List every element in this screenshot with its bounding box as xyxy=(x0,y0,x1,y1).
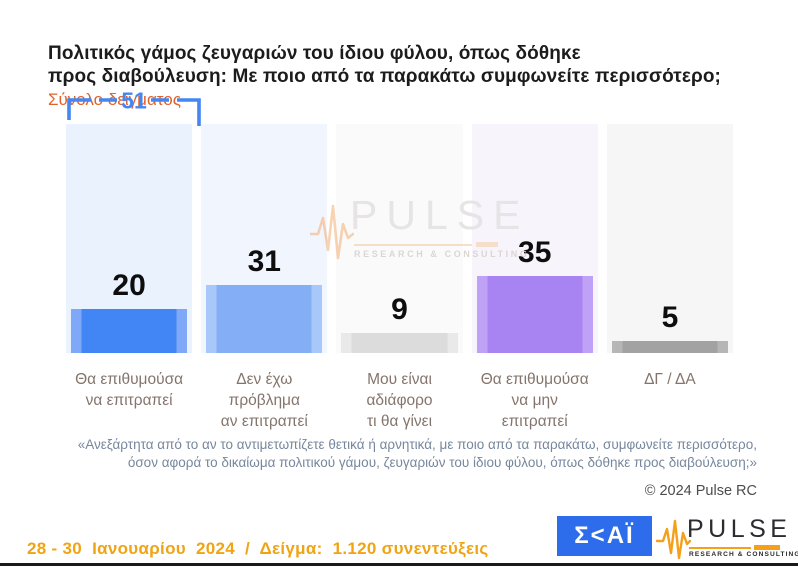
copyright: © 2024 Pulse RC xyxy=(644,483,757,499)
bar xyxy=(611,341,729,353)
bar-value-label: 9 xyxy=(391,293,408,326)
column-panel: 5 xyxy=(606,124,734,353)
bar-column: 9 Μου είναι αδιάφορο τι θα γίνει xyxy=(336,124,463,430)
footnote: «Ανεξάρτητα από το αν το αντιμετωπίζετε … xyxy=(78,436,757,472)
column-panel: 31 xyxy=(201,124,328,353)
chart-title-line2: προς διαβούλευση: Με ποιο από τα παρακάτ… xyxy=(48,66,721,87)
bar-chart: 20 Θα επιθυμούσα να επιτραπεί 31 Δεν έχω πρόβ… xyxy=(66,124,734,430)
bar-column: 5 ΔΓ / ΔΑ xyxy=(606,124,734,388)
category-label: Θα επιθυμούσα να μην επιτραπεί xyxy=(480,371,589,430)
category-label: Θα επιθυμούσα να επιτραπεί xyxy=(75,371,184,409)
pulse-logo-text: PULSE xyxy=(687,515,792,543)
bar-value-label: 31 xyxy=(247,245,281,278)
pulse-logo: PULSE RESEARCH & CONSULTING xyxy=(655,511,798,560)
bar xyxy=(476,276,593,353)
column-panel: 9 xyxy=(336,124,463,353)
footnote-line1: «Ανεξάρτητα από το αν το αντιμετωπίζετε … xyxy=(77,437,757,452)
category-label: ΔΓ / ΔΑ xyxy=(644,371,696,388)
bar xyxy=(341,333,458,353)
chart-subtitle: Σύνολο δείγματος xyxy=(48,90,181,109)
pulse-logo-rule xyxy=(689,547,751,549)
bar-column: 35 Θα επιθυμούσα να μην επιτραπεί xyxy=(471,124,598,430)
bar-column: 31 Δεν έχω πρόβλημα αν επιτραπεί xyxy=(201,124,328,430)
column-panel: 35 xyxy=(471,124,598,353)
chart-title: Πολιτικός γάμος ζευγαριών του ίδιου φύλο… xyxy=(48,42,721,88)
bar-column: 20 Θα επιθυμούσα να επιτραπεί xyxy=(66,124,193,409)
bar xyxy=(71,309,188,353)
bar xyxy=(206,285,323,353)
bar-value-label: 20 xyxy=(112,269,146,302)
column-panel: 20 xyxy=(66,124,193,353)
category-label: Μου είναι αδιάφορο τι θα γίνει xyxy=(366,371,433,430)
skai-logo: Σ<ΑΪ xyxy=(557,516,652,556)
footnote-line2: όσον αφορά το δικαίωμα πολιτικού γάμου, … xyxy=(127,455,757,470)
chart-title-line1: Πολιτικός γάμος ζευγαριών του ίδιου φύλο… xyxy=(48,43,581,64)
bar-value-label: 35 xyxy=(518,236,552,269)
bottom-rule xyxy=(0,563,798,566)
bar-value-label: 5 xyxy=(661,301,679,334)
pulse-logo-accent xyxy=(754,545,780,550)
pulse-waveform-icon xyxy=(655,519,691,560)
skai-logo-text: Σ<ΑΪ xyxy=(574,522,635,549)
survey-date-sample: 28 - 30 Ιανουαρίου 2024 / Δείγμα: 1.120 … xyxy=(27,539,489,558)
pulse-logo-subtext: RESEARCH & CONSULTING xyxy=(689,551,798,558)
category-label: Δεν έχω πρόβλημα αν επιτραπεί xyxy=(220,371,308,430)
